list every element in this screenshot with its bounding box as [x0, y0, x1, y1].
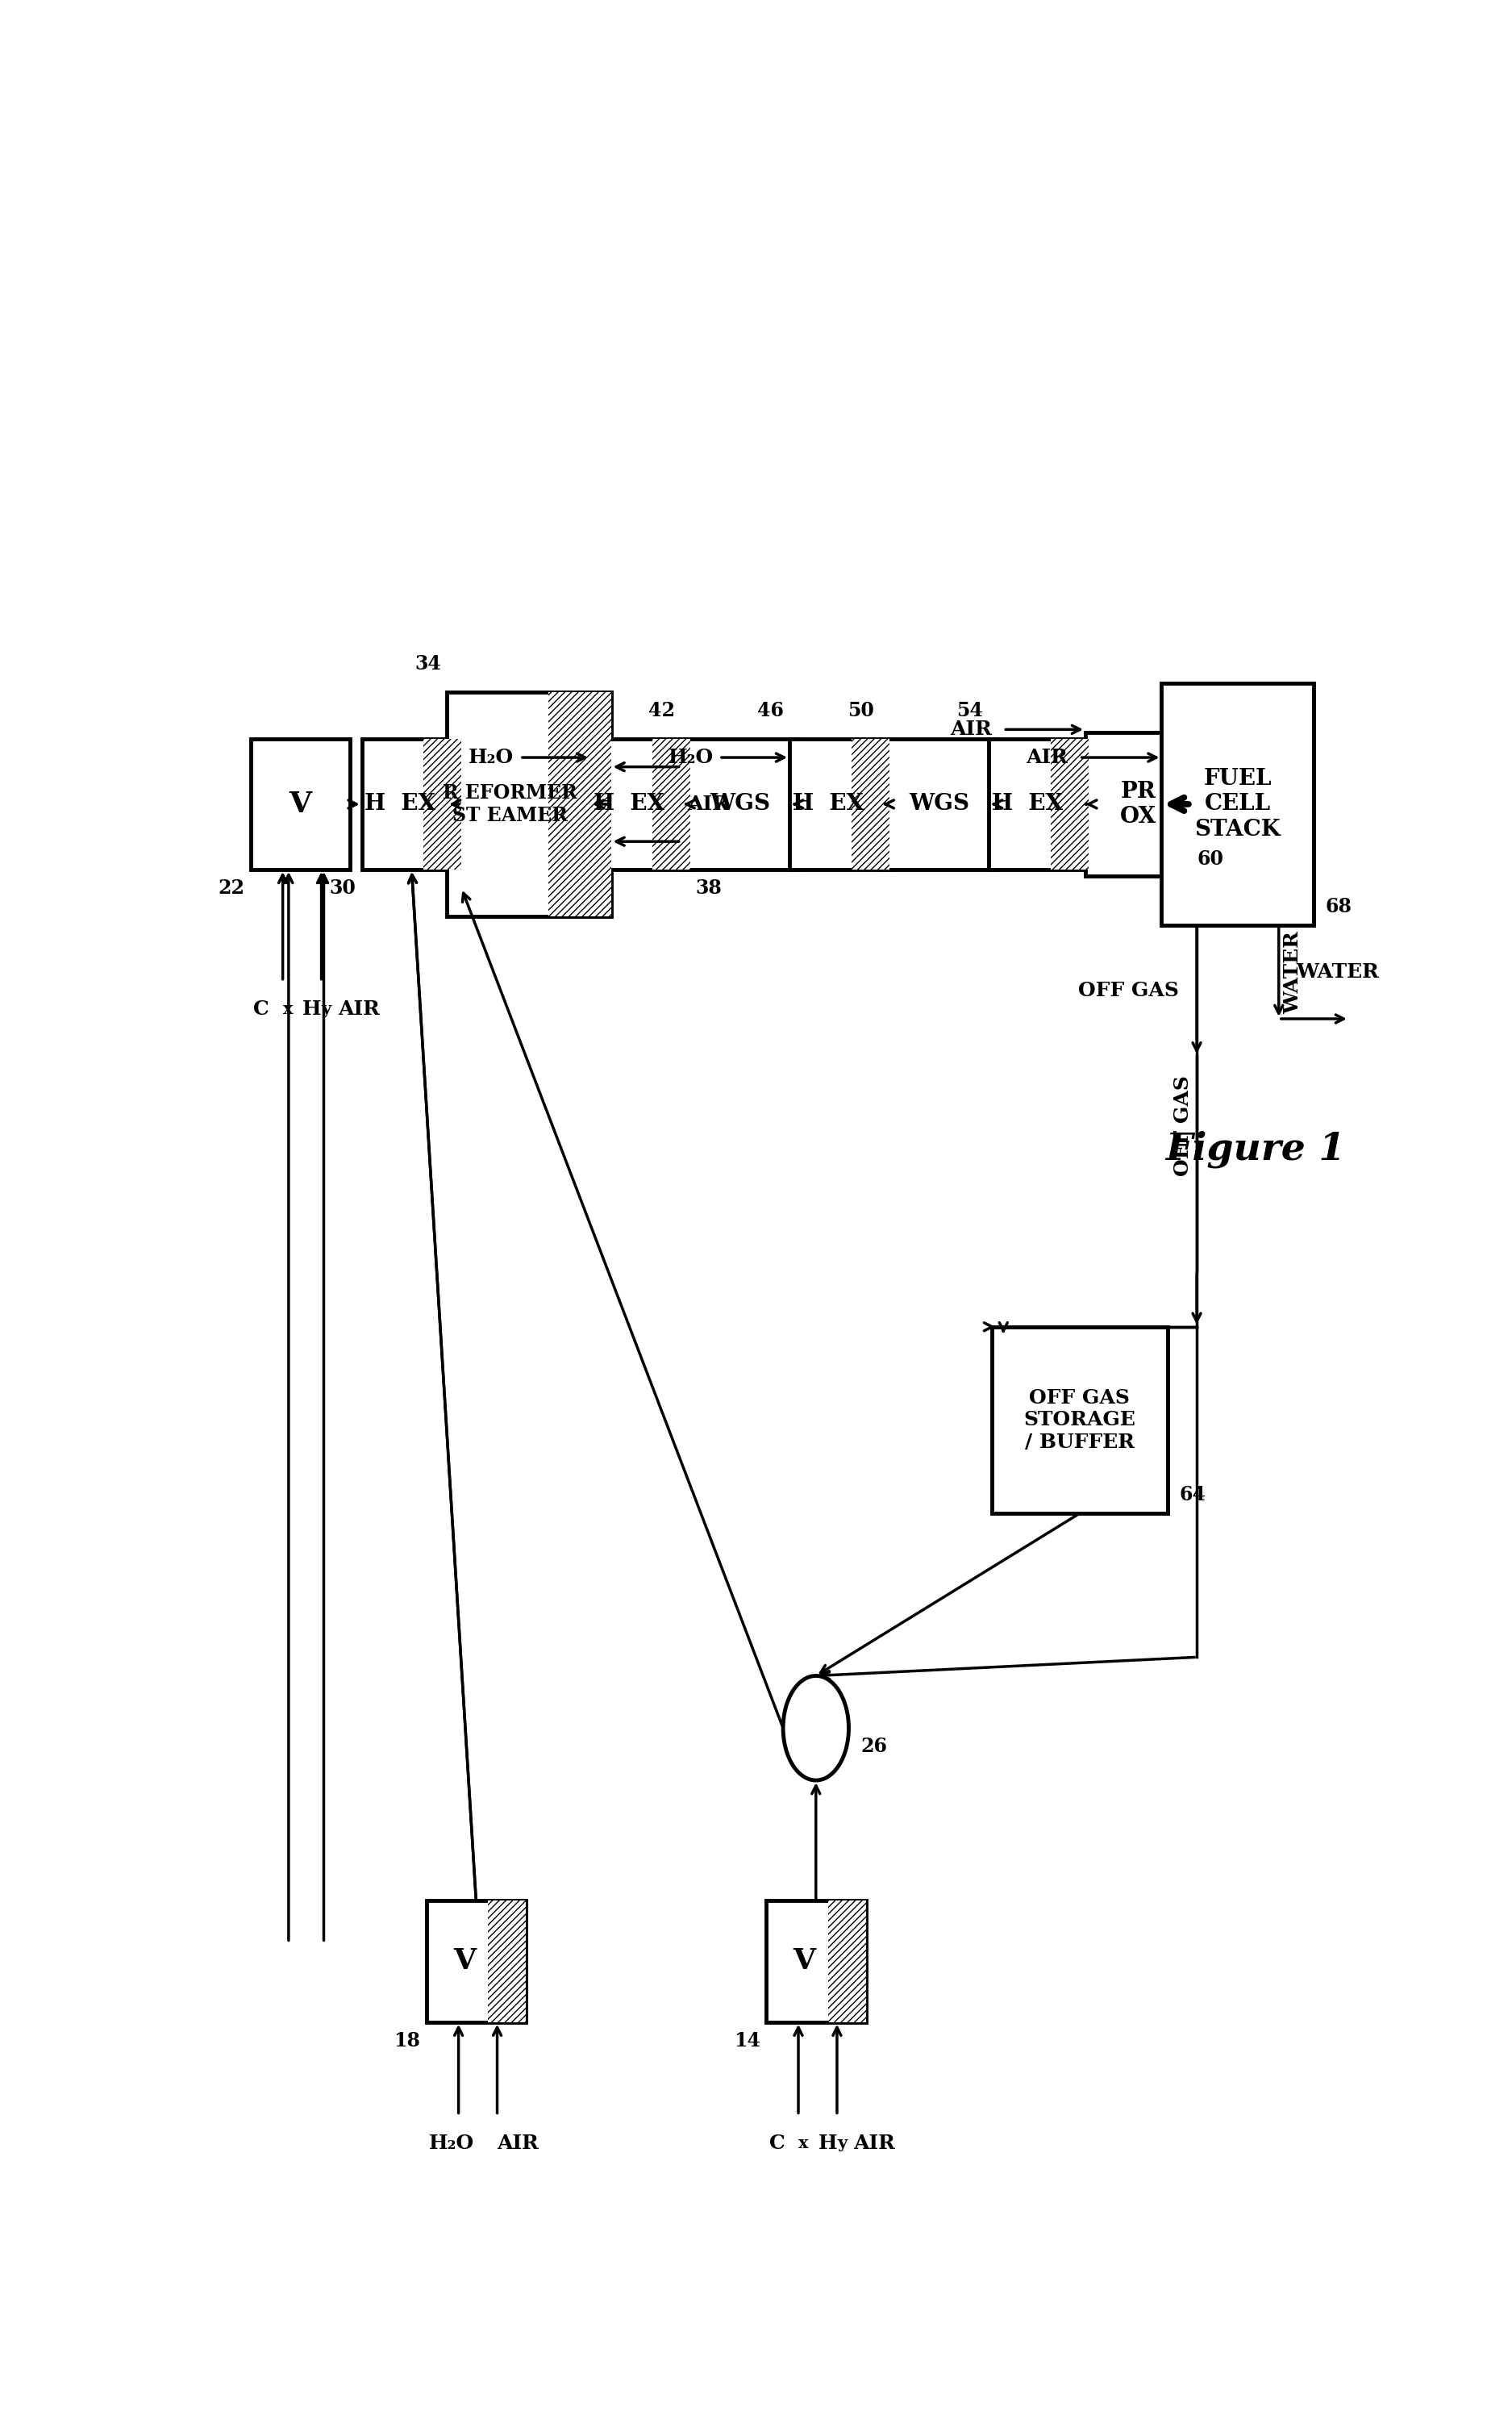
Text: AIR: AIR	[950, 720, 992, 739]
Bar	[680, 739, 798, 870]
Text: 54: 54	[957, 701, 983, 720]
Text: AIR: AIR	[1027, 749, 1067, 766]
Text: V: V	[289, 790, 311, 817]
Text: AIR: AIR	[853, 2133, 895, 2153]
Bar	[549, 693, 611, 916]
Text: 26: 26	[860, 1738, 888, 1757]
Text: H: H	[818, 2133, 838, 2153]
Text: FUEL
CELL
STACK: FUEL CELL STACK	[1194, 768, 1281, 841]
Text: WATER: WATER	[1296, 962, 1379, 982]
Text: x: x	[283, 1001, 293, 1018]
Text: V: V	[454, 1946, 476, 1976]
Text: PR
OX: PR OX	[1120, 781, 1157, 827]
Text: R EFORMER
ST EAMER: R EFORMER ST EAMER	[443, 783, 578, 824]
Bar	[1051, 739, 1089, 870]
Bar	[652, 739, 689, 870]
Text: y: y	[838, 2136, 847, 2153]
Bar	[423, 739, 461, 870]
Text: AIR: AIR	[686, 795, 729, 814]
Bar	[426, 1900, 526, 2022]
Bar	[448, 693, 611, 916]
Bar	[590, 739, 689, 870]
Bar	[361, 739, 461, 870]
Text: H₂O: H₂O	[668, 749, 714, 766]
Text: OFF GAS: OFF GAS	[1078, 982, 1179, 1001]
Text: 34: 34	[414, 654, 442, 674]
Text: 30: 30	[330, 877, 355, 897]
Text: AIR: AIR	[497, 2133, 538, 2153]
Text: WATER: WATER	[1284, 931, 1302, 1013]
Bar	[880, 739, 998, 870]
Text: y: y	[322, 1001, 331, 1018]
Text: C: C	[254, 999, 269, 1018]
Bar	[488, 1900, 526, 2022]
Circle shape	[783, 1675, 848, 1779]
Bar	[992, 1326, 1167, 1513]
Text: H: H	[302, 999, 322, 1018]
Text: 22: 22	[218, 877, 245, 897]
Text: H  EX: H EX	[792, 793, 863, 814]
Text: OFF GAS: OFF GAS	[1173, 1076, 1193, 1176]
Text: 68: 68	[1326, 897, 1352, 916]
Text: AIR: AIR	[337, 999, 380, 1018]
Text: 60: 60	[1198, 848, 1223, 868]
Bar	[989, 739, 1089, 870]
Text: H₂O: H₂O	[469, 749, 514, 766]
Text: H  EX: H EX	[364, 793, 435, 814]
Text: V: V	[794, 1946, 816, 1976]
Text: 14: 14	[733, 2031, 761, 2051]
Bar	[767, 1900, 866, 2022]
Text: 46: 46	[758, 701, 783, 720]
Text: OFF GAS
STORAGE
/ BUFFER: OFF GAS STORAGE / BUFFER	[1024, 1389, 1136, 1452]
Text: 64: 64	[1179, 1486, 1205, 1505]
Text: 18: 18	[393, 2031, 420, 2051]
Text: C: C	[770, 2133, 785, 2153]
Text: 50: 50	[848, 701, 874, 720]
Bar	[1086, 732, 1191, 875]
Text: Figure 1: Figure 1	[1166, 1130, 1346, 1168]
Text: 42: 42	[649, 701, 676, 720]
Text: H  EX: H EX	[593, 793, 664, 814]
Bar	[1161, 684, 1314, 926]
Bar	[789, 739, 889, 870]
Text: 38: 38	[696, 877, 723, 897]
Bar	[851, 739, 889, 870]
Bar	[829, 1900, 866, 2022]
Bar	[251, 739, 351, 870]
Text: x: x	[798, 2136, 809, 2153]
Text: WGS: WGS	[909, 793, 969, 814]
Text: H  EX: H EX	[992, 793, 1063, 814]
Text: H₂O: H₂O	[429, 2133, 475, 2153]
Text: WGS: WGS	[709, 793, 770, 814]
